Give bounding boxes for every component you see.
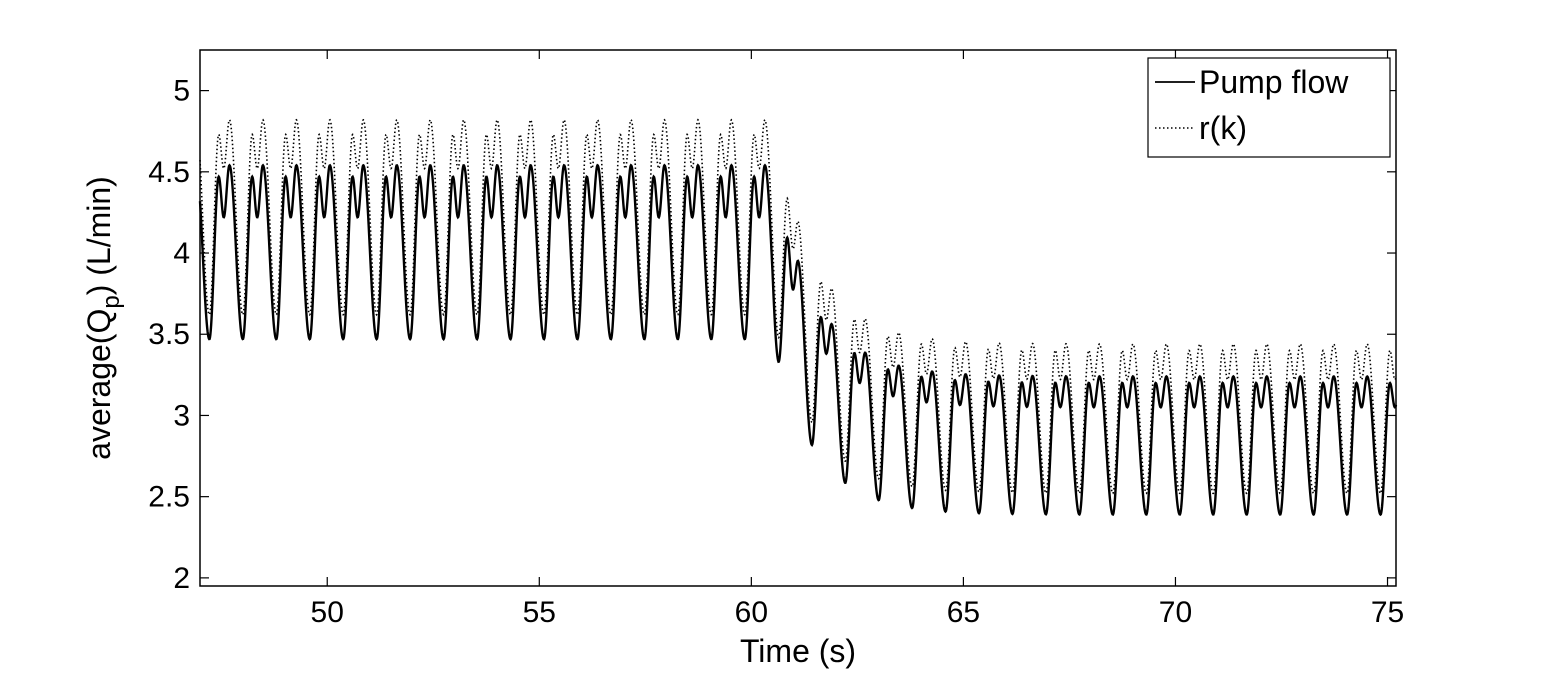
x-tick-label: 60: [735, 596, 768, 629]
x-tick-label: 70: [1159, 596, 1192, 629]
y-axis-label-subscript: p: [98, 295, 125, 308]
y-tick-label: 5: [173, 75, 190, 108]
x-tick-label: 65: [947, 596, 980, 629]
x-axis-label: Time (s): [740, 633, 856, 669]
legend: Pump flow r(k): [1147, 57, 1391, 158]
y-axis-label-prefix: average(Q: [81, 309, 117, 460]
legend-label-pump-flow: Pump flow: [1199, 64, 1349, 100]
y-tick-label: 3: [173, 399, 190, 432]
series-layer: [198, 118, 1398, 517]
series-line-pump-flow: [198, 163, 1398, 517]
x-axis-ticks: 50 55 60 65 70 75: [311, 50, 1404, 629]
y-tick-label: 4.5: [148, 156, 190, 189]
legend-box: [1147, 57, 1391, 158]
y-tick-label: 3.5: [148, 318, 190, 351]
x-tick-label: 55: [523, 596, 556, 629]
y-axis-ticks: 2 2.5 3 3.5 4 4.5 5: [148, 75, 1396, 595]
x-tick-label: 75: [1371, 596, 1404, 629]
y-tick-label: 4: [173, 237, 190, 270]
y-tick-label: 2: [173, 562, 190, 595]
y-axis-label-suffix: ) (L/min): [81, 176, 117, 295]
legend-label-r-k: r(k): [1199, 110, 1247, 146]
series-line-r-k: [199, 118, 1397, 495]
y-axis-label: average(Qp) (L/min): [81, 176, 125, 460]
y-tick-label: 2.5: [148, 481, 190, 514]
x-tick-label: 50: [311, 596, 344, 629]
